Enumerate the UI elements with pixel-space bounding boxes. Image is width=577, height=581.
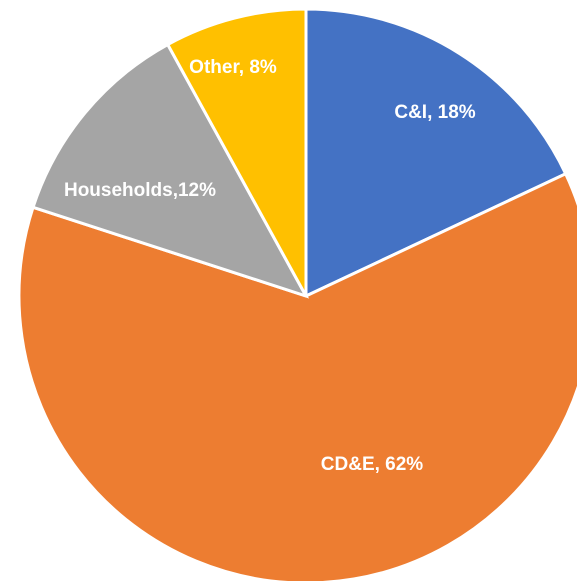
data-label: CD&E, 62% bbox=[321, 454, 424, 475]
data-label: Households,12% bbox=[64, 180, 216, 201]
pie-slice bbox=[17, 171, 577, 581]
pie-slice bbox=[165, 7, 308, 297]
data-label: C&I, 18% bbox=[394, 102, 475, 123]
data-label: Other, 8% bbox=[189, 57, 277, 78]
pie-slice bbox=[304, 7, 568, 299]
pie-slice bbox=[31, 42, 310, 299]
